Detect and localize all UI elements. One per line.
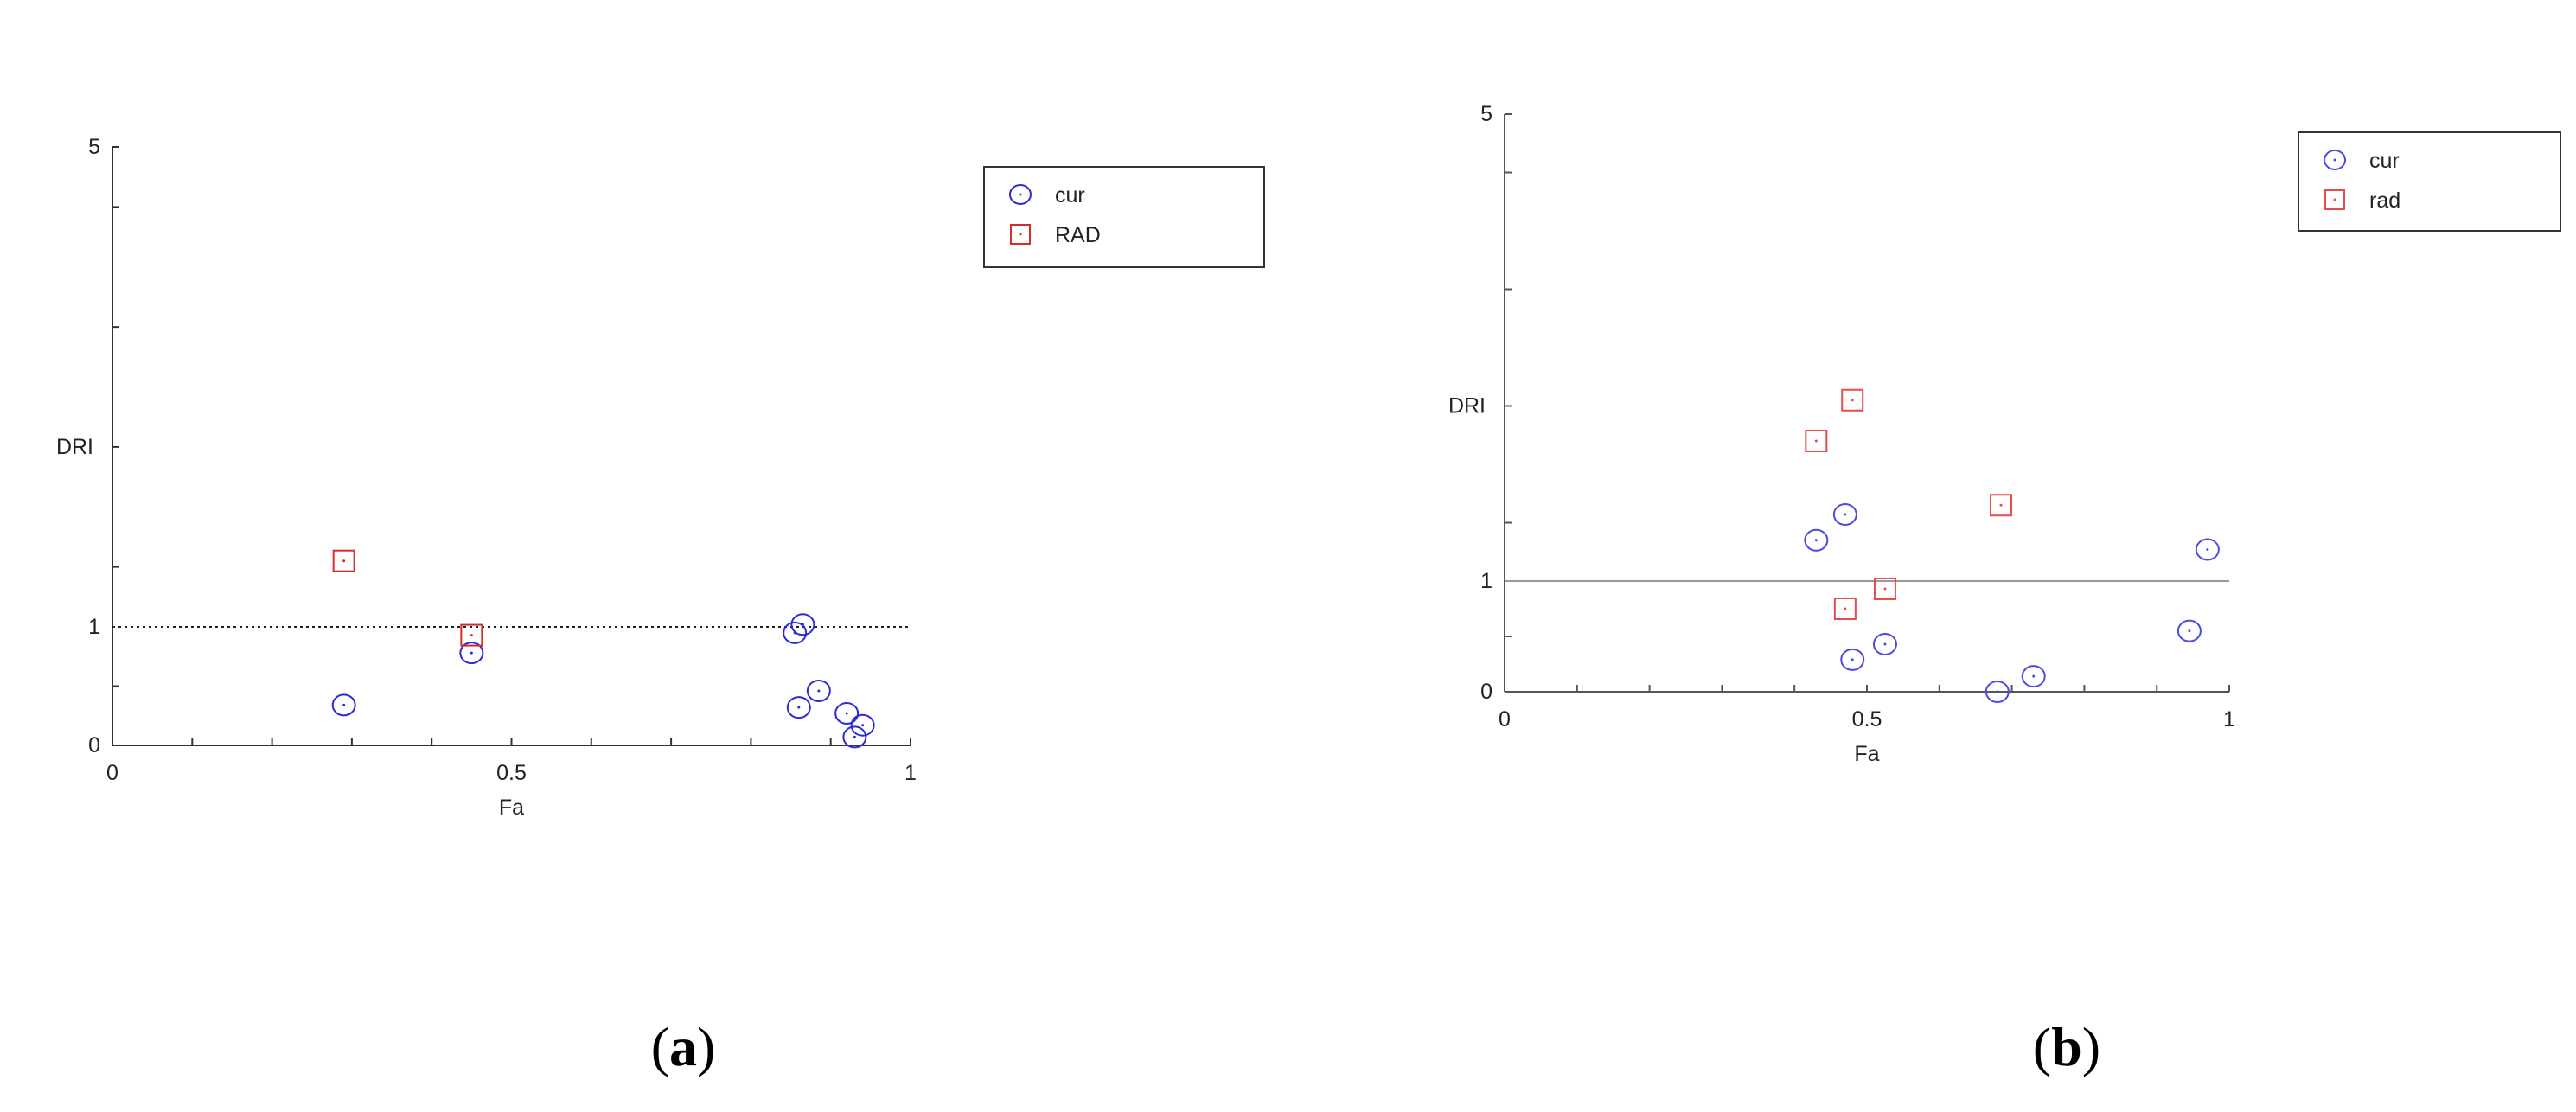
chart0-legend-RAD-marker [1010, 224, 1031, 245]
chart0-cur-point [459, 642, 484, 665]
chart0-cur-point [786, 696, 811, 719]
chart1-cur-point-center [1814, 539, 1818, 542]
chart1-y-tick-label: 1 [1480, 569, 1493, 593]
chart0-cur-point [790, 613, 815, 636]
chart1-rad-point-center [1999, 503, 2003, 507]
chart1-cur-point [1832, 503, 1857, 527]
chart0-y-axis-label: DRI [56, 435, 93, 459]
chart0-x-tick-label: 0 [106, 761, 118, 785]
chart0-legend-cur-label: cur [1055, 183, 1085, 208]
chart0-cur-point-center [853, 735, 856, 738]
chart0-y-tick-label: 0 [88, 733, 100, 757]
chart0-legend-RAD-label: RAD [1055, 223, 1101, 247]
chart1-rad-point [1805, 430, 1828, 452]
chart1-legend-marker-center [2333, 158, 2336, 162]
chart1-rad-point [1873, 577, 1896, 600]
chart1-legend-rad-marker [2324, 189, 2345, 210]
chart0-cur-point-center [342, 703, 346, 706]
chart0-cur-point-center [817, 689, 821, 693]
chart0-legend-box [983, 166, 1265, 268]
chart0-RAD-point [332, 549, 355, 572]
chart1-rad-point-center [1844, 607, 1847, 610]
chart1-rad-point [1990, 494, 2013, 517]
chart1-cur-point [1840, 648, 1865, 671]
chart1-cur-point-center [2206, 548, 2209, 552]
chart1-legend-marker-center [2333, 198, 2336, 201]
chart1-legend-cur-marker [2324, 150, 2346, 170]
chart1-cur-point-center [1883, 642, 1887, 646]
chart0-cur-point [331, 693, 356, 717]
chart0-legend-marker-center [1019, 233, 1022, 236]
chart0-RAD-point [460, 623, 483, 647]
chart0-legend-cur-marker [1009, 184, 1032, 205]
chart0-cur-point [783, 621, 808, 644]
chart0-cur-point-center [797, 706, 801, 709]
chart0-y-tick-label: 5 [88, 135, 100, 159]
chart1-cur-point [2021, 665, 2046, 688]
chart0-cur-point-center [801, 623, 804, 626]
chart0-cur-point [806, 679, 831, 702]
chart1-rad-point [1833, 598, 1857, 620]
chart0-x-axis-label: Fa [499, 796, 524, 820]
chart1-cur-point-center [1844, 513, 1847, 516]
chart1-cur-point [1804, 528, 1829, 552]
chart1-legend-rad-label: rad [2369, 189, 2400, 213]
chart-a: 0 0.5 1 0 1 5 Fa DRI cur RAD [56, 135, 1265, 820]
chart1-y-tick-label: 0 [1480, 680, 1493, 704]
chart1-legend-cur-label: cur [2369, 149, 2400, 173]
chart1-cur-point-center [2188, 629, 2191, 633]
chart0-cur-point-center [861, 724, 865, 727]
chart1-x-tick-label: 1 [2223, 707, 2235, 732]
chart0-x-tick-label: 0.5 [496, 761, 527, 785]
chart1-legend: cur rad [2298, 131, 2561, 232]
chart0-y-tick-label: 1 [88, 615, 100, 639]
chart0-cur-point [834, 702, 860, 725]
chart0-cur-point-center [470, 651, 473, 655]
chart1-rad-point [1841, 388, 1864, 412]
chart0-x-tick-label: 1 [904, 761, 917, 785]
chart1-rad-point-center [1883, 587, 1887, 591]
chart0-cur-point [842, 725, 867, 749]
chart1-x-tick-label: 0.5 [1852, 707, 1882, 732]
chart0-legend-marker-center [1019, 193, 1022, 196]
chart1-x-axis-label: Fa [1854, 742, 1879, 766]
chart0-RAD-point-center [342, 559, 346, 563]
chart1-cur-point [2195, 538, 2220, 561]
chart1-cur-point [1985, 681, 2010, 703]
chart1-cur-point-center [1851, 658, 1854, 661]
chart1-legend-box [2298, 131, 2561, 232]
chart1-y-tick-label: 5 [1480, 102, 1493, 126]
chart-b: 0 0.5 1 0 1 5 Fa DRI cur rad [1448, 102, 2561, 766]
chart0-RAD-point-center [470, 634, 473, 637]
chart1-cur-point [2176, 619, 2202, 642]
chart1-cur-point-center [2032, 674, 2036, 678]
chart1-cur-point-center [1996, 690, 1999, 693]
chart1-y-axis-label: DRI [1448, 394, 1486, 419]
chart1-rad-point-center [1814, 439, 1818, 443]
chart1-x-tick-label: 0 [1499, 707, 1511, 732]
caption-a: (a) [651, 1016, 716, 1077]
chart1-cur-point [1872, 632, 1897, 655]
chart1-rad-point-center [1851, 399, 1854, 402]
chart0-cur-point-center [845, 712, 848, 715]
chart0-cur-point [850, 713, 875, 737]
caption-b: (b) [2033, 1016, 2100, 1077]
chart0-legend: cur RAD [983, 166, 1265, 268]
